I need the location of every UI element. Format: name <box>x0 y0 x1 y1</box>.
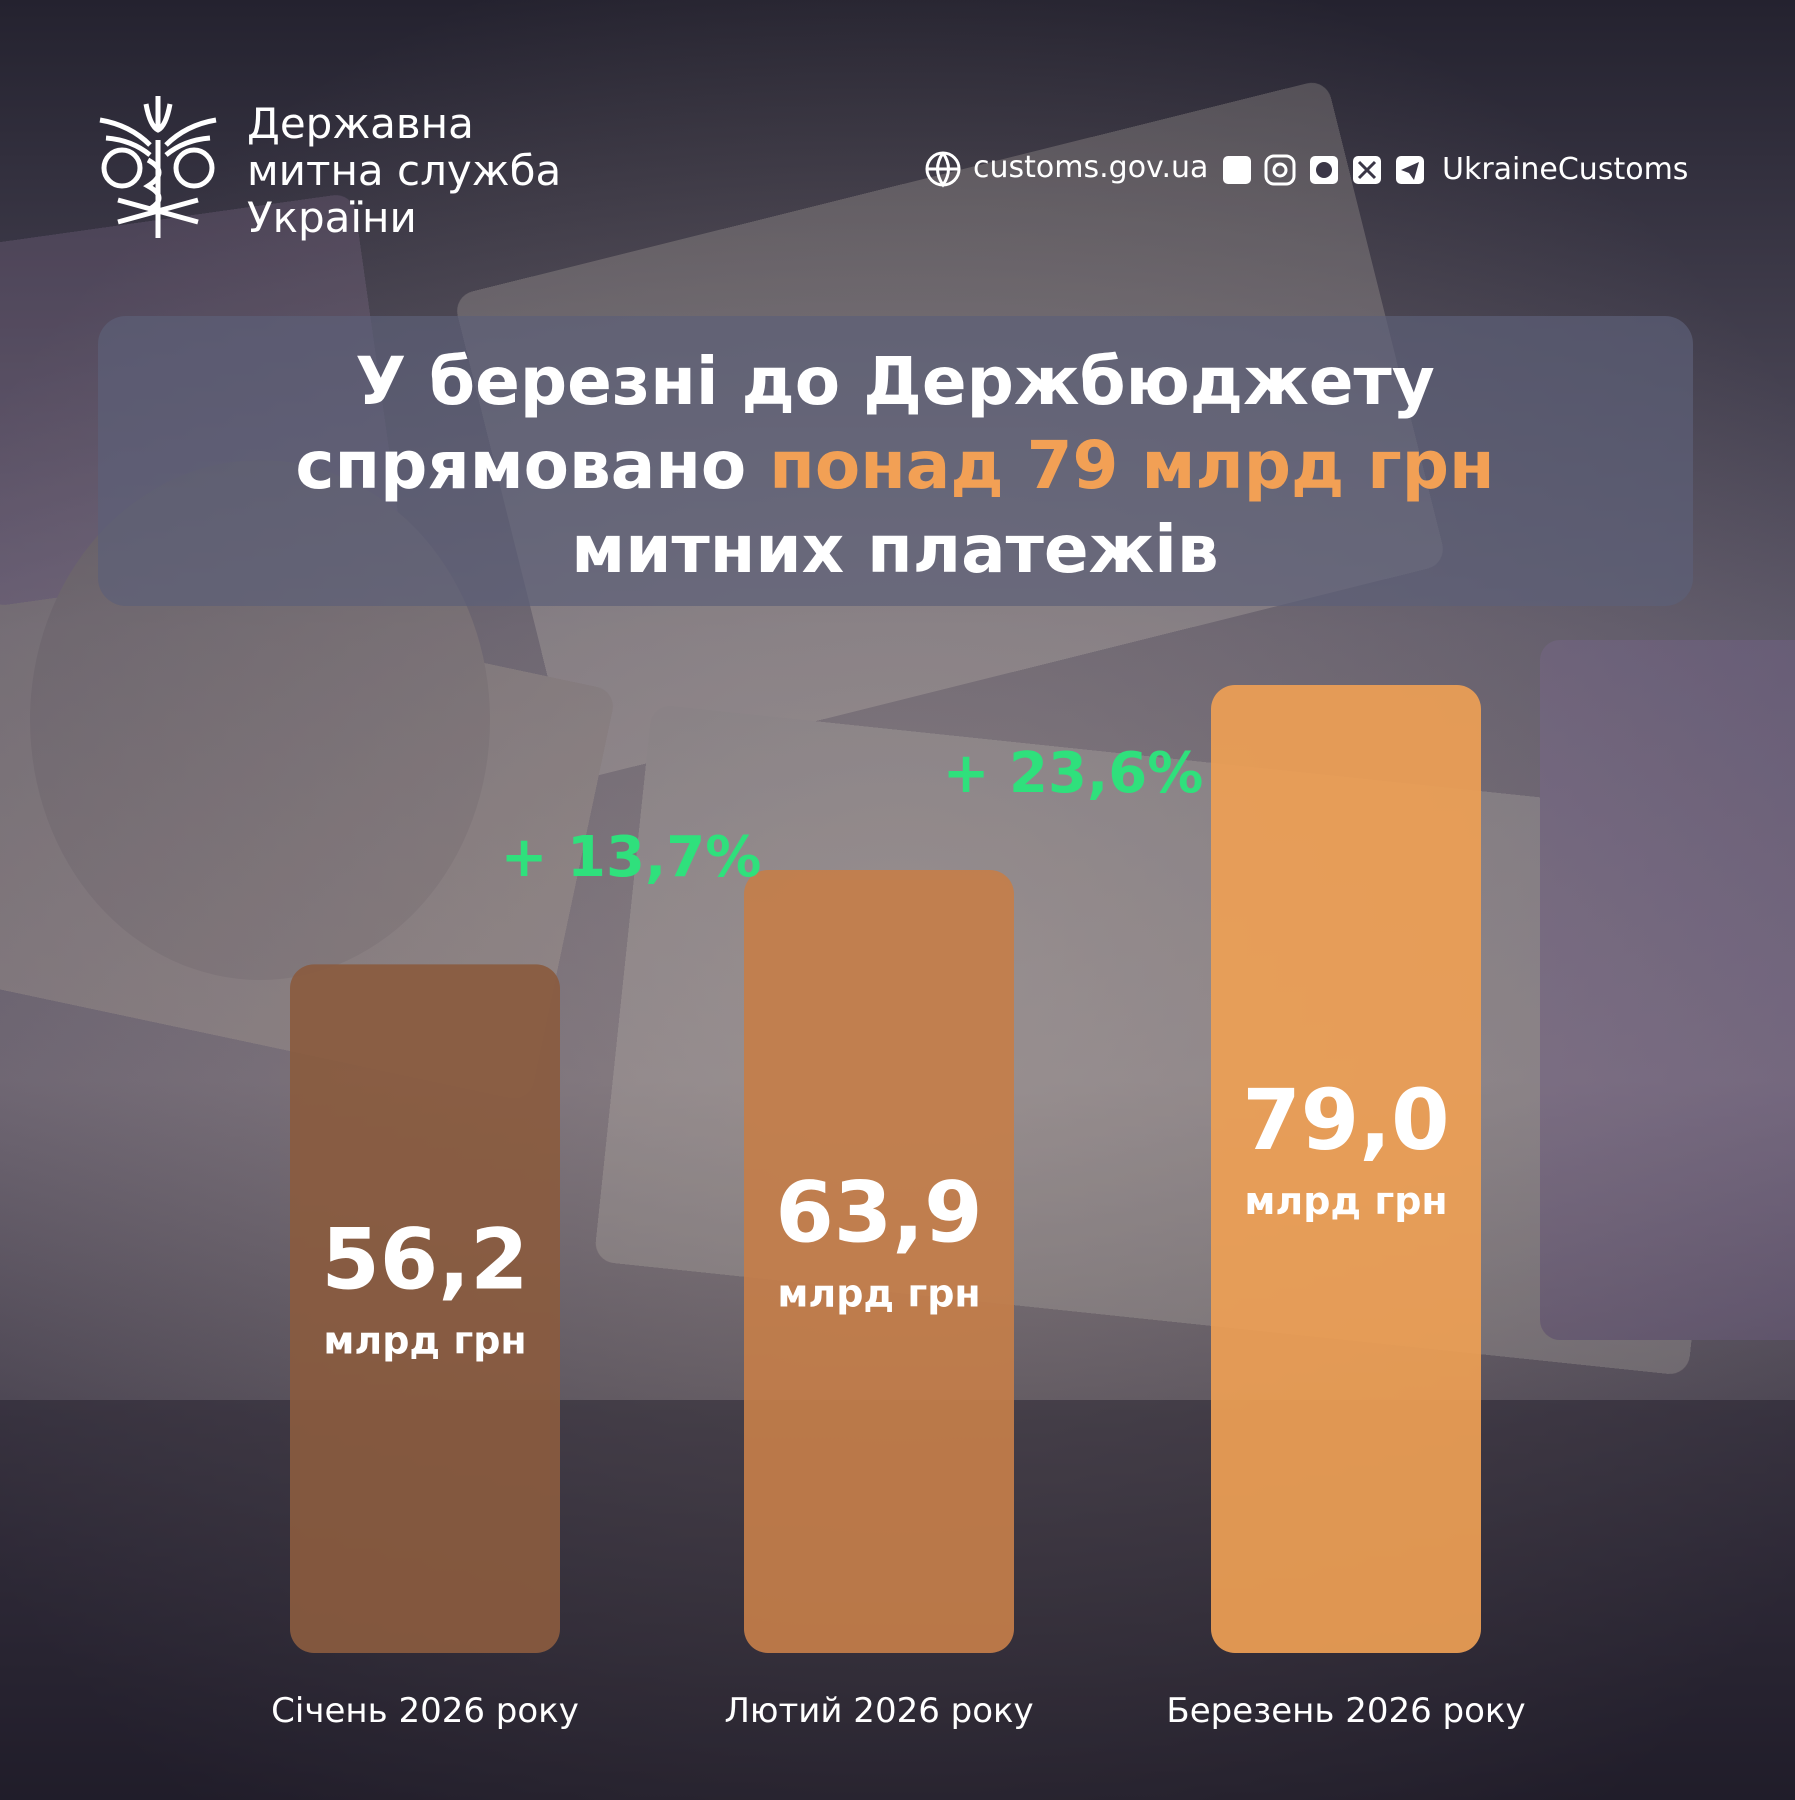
social-icons <box>1223 154 1424 186</box>
bar <box>744 870 1014 1653</box>
value-unit: млрд грн <box>1244 1179 1447 1223</box>
bar <box>1211 685 1481 1653</box>
value-label: 56,2 <box>321 1211 528 1309</box>
change-annotation: + 23,6% <box>943 741 1204 806</box>
logo <box>99 96 217 238</box>
org-name: митна служба <box>247 146 561 195</box>
org-name: Державна <box>247 99 474 148</box>
bar <box>290 964 560 1653</box>
change-annotation: + 13,7% <box>501 825 762 890</box>
value-label: 79,0 <box>1242 1071 1449 1169</box>
title-line: митних платежів <box>571 511 1218 588</box>
website: customs.gov.ua <box>973 150 1208 185</box>
category-label: Березень 2026 року <box>1166 1691 1525 1731</box>
title-line: У березні до Держбюджету <box>355 343 1435 420</box>
title-line: спрямовано понад 79 млрд грн <box>295 427 1494 504</box>
org-name: України <box>247 193 417 242</box>
value-unit: млрд грн <box>777 1272 980 1316</box>
website-icon <box>925 151 961 188</box>
category-label: Січень 2026 року <box>271 1691 579 1731</box>
title-highlight: понад 79 млрд грн <box>769 427 1494 504</box>
title-text: спрямовано <box>295 427 746 504</box>
social-handle: UkraineCustoms <box>1442 152 1688 187</box>
title-box <box>98 316 1693 606</box>
category-label: Лютий 2026 року <box>724 1691 1033 1731</box>
value-label: 63,9 <box>775 1164 982 1262</box>
value-unit: млрд грн <box>323 1319 526 1363</box>
